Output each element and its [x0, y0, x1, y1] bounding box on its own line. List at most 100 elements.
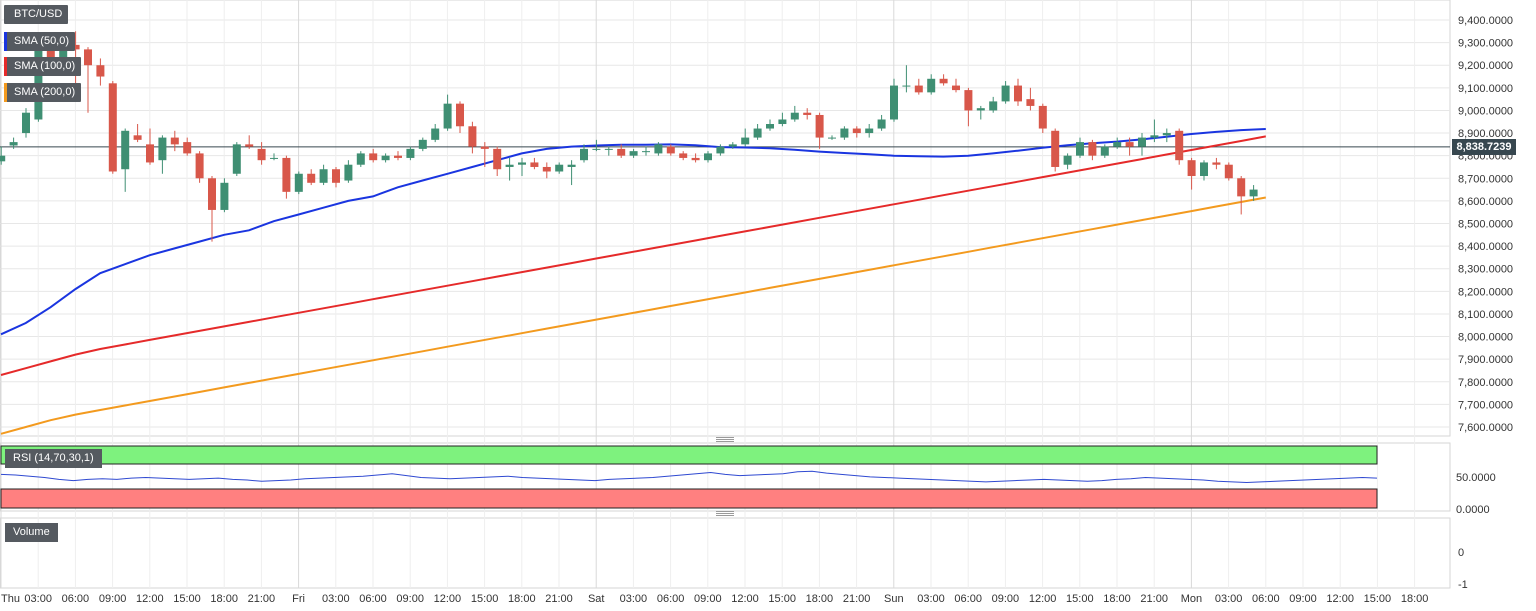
- candle-body: [121, 130, 130, 170]
- candle-body: [96, 65, 105, 77]
- candle-body: [208, 178, 216, 210]
- candle: [133, 124, 142, 143]
- candle: [580, 144, 588, 163]
- legend-symbol[interactable]: BTC/USD: [4, 5, 69, 24]
- candle-body: [778, 119, 787, 125]
- candle: [1200, 160, 1208, 181]
- rsi-label[interactable]: RSI (14,70,30,1): [5, 449, 102, 468]
- x-tick-label: 09:00: [396, 593, 424, 605]
- x-tick-label: 06:00: [62, 593, 90, 605]
- candle: [282, 155, 291, 199]
- candle: [1100, 144, 1109, 158]
- x-tick-label: 03:00: [24, 593, 52, 605]
- candle-body: [1051, 130, 1060, 167]
- legend-sma100[interactable]: SMA (100,0): [4, 57, 82, 76]
- candle: [790, 105, 799, 122]
- candle: [170, 130, 179, 152]
- candle: [989, 96, 998, 113]
- candle: [195, 151, 204, 183]
- candle: [840, 126, 849, 140]
- candle-body: [852, 128, 861, 134]
- candle-body: [84, 49, 92, 66]
- candle: [766, 119, 774, 131]
- candle-body: [728, 144, 737, 147]
- legend-sma200[interactable]: SMA (200,0): [4, 83, 82, 102]
- candle-body: [307, 173, 316, 183]
- candle: [1175, 128, 1184, 165]
- y-tick-label: 9,300.0000: [1458, 38, 1513, 50]
- candle: [84, 47, 92, 113]
- candle-body: [381, 155, 390, 161]
- candle: [642, 146, 650, 156]
- candle: [976, 105, 985, 120]
- x-tick-label: 09:00: [694, 593, 722, 605]
- candle: [208, 176, 216, 242]
- candle: [121, 128, 130, 192]
- candle-body: [1113, 142, 1122, 147]
- candle: [617, 144, 626, 158]
- x-tick-label: Mon: [1181, 593, 1202, 605]
- candle: [753, 124, 762, 140]
- candle-body: [394, 155, 402, 158]
- candle: [964, 87, 973, 127]
- candle: [1249, 185, 1258, 201]
- legend-sma100-label: SMA (100,0): [14, 60, 76, 72]
- candle-body: [1175, 130, 1184, 161]
- candle: [468, 121, 477, 154]
- y-tick-label: 8,500.0000: [1458, 219, 1513, 231]
- legend-sma50[interactable]: SMA (50,0): [4, 32, 76, 51]
- x-tick-label: Sat: [588, 593, 605, 605]
- candle-body: [580, 148, 588, 161]
- panel-resize-handle-rsi[interactable]: [716, 437, 734, 442]
- candle: [927, 74, 936, 95]
- candle-body: [220, 182, 229, 210]
- volume-label[interactable]: Volume: [5, 523, 58, 542]
- x-tick-label: 18:00: [1401, 593, 1429, 605]
- candles: [0, 31, 1258, 242]
- candle: [1051, 128, 1060, 172]
- volume-panel-frame: [0, 517, 1451, 589]
- candle-body: [1125, 142, 1134, 147]
- candle: [22, 108, 30, 138]
- candle: [666, 144, 675, 156]
- candle: [1026, 87, 1035, 111]
- y-tick-label: 9,200.0000: [1458, 60, 1513, 72]
- candle: [716, 144, 725, 156]
- candle: [369, 148, 378, 163]
- candle-body: [1063, 155, 1072, 165]
- candle: [828, 135, 836, 140]
- legend-sma50-label: SMA (50,0): [14, 35, 70, 47]
- y-tick-label: 8,400.0000: [1458, 241, 1513, 253]
- candle-body: [691, 157, 700, 161]
- candle-body: [790, 112, 799, 120]
- candle: [183, 137, 192, 156]
- candle: [443, 94, 452, 131]
- candle-body: [989, 101, 998, 111]
- candle-body: [0, 155, 6, 162]
- x-tick-label: 06:00: [1252, 593, 1280, 605]
- candle: [1187, 157, 1196, 190]
- candle: [0, 146, 6, 165]
- candle: [728, 142, 737, 149]
- x-tick-label: Fri: [292, 593, 305, 605]
- candle: [778, 112, 787, 127]
- candle: [418, 137, 427, 152]
- x-tick-label: 21:00: [248, 593, 276, 605]
- candle-body: [1038, 105, 1047, 129]
- y-tick-label: 9,100.0000: [1458, 83, 1513, 95]
- candle-body: [369, 153, 378, 161]
- candle: [1150, 119, 1159, 143]
- candle: [505, 157, 514, 181]
- candle-body: [927, 78, 936, 93]
- legend-sma200-label: SMA (200,0): [14, 86, 76, 98]
- rsi-y-tick-label: 50.0000: [1456, 472, 1496, 484]
- candle-body: [22, 112, 30, 134]
- x-tick-label: 18:00: [210, 593, 238, 605]
- panel-resize-handle-volume[interactable]: [716, 511, 734, 516]
- x-tick-label: 03:00: [1215, 593, 1243, 605]
- candle-body: [468, 126, 477, 147]
- candle-body: [1249, 189, 1258, 197]
- sma100-line: [0, 135, 1266, 376]
- candle-body: [356, 153, 365, 165]
